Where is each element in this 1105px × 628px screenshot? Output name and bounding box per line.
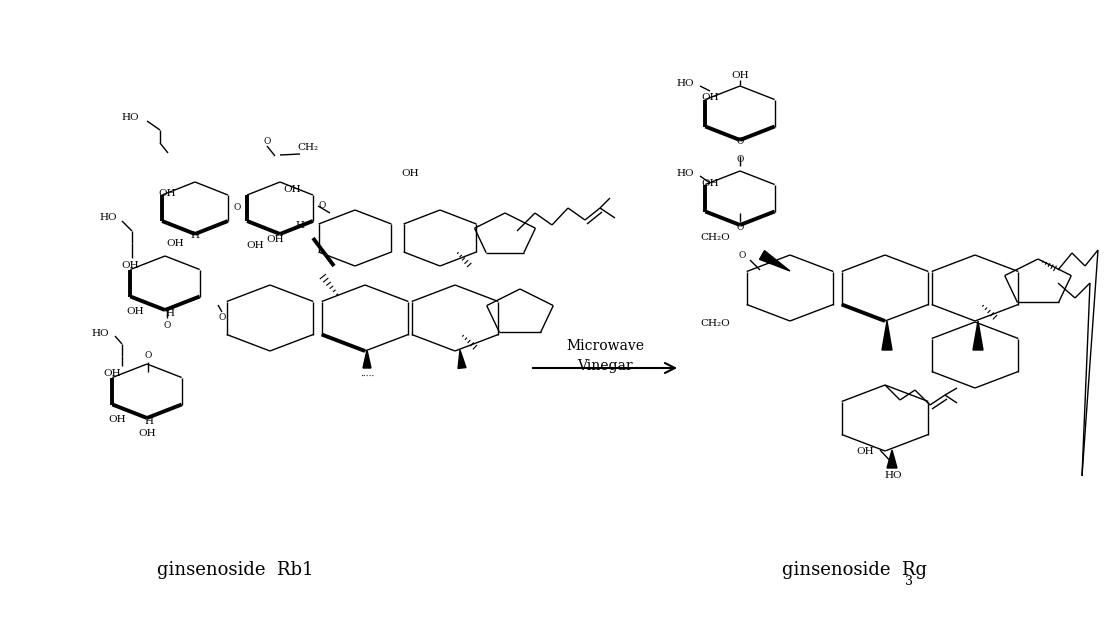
Text: OH: OH (266, 236, 284, 244)
Text: OH: OH (401, 168, 419, 178)
Text: Vinegar: Vinegar (577, 359, 633, 373)
Polygon shape (882, 321, 892, 350)
Text: O: O (738, 251, 746, 259)
Text: O: O (145, 352, 151, 360)
Text: OH: OH (138, 428, 156, 438)
Text: H: H (190, 232, 200, 241)
Text: OH: OH (166, 239, 183, 247)
Text: OH: OH (122, 261, 139, 269)
Text: ginsenoside  Rb1: ginsenoside Rb1 (157, 561, 313, 579)
Polygon shape (364, 350, 371, 368)
Text: H: H (145, 416, 154, 426)
Text: OH: OH (702, 178, 719, 188)
Polygon shape (974, 321, 983, 350)
Text: H: H (295, 222, 305, 230)
Polygon shape (887, 450, 897, 468)
Text: OH: OH (126, 306, 144, 315)
Text: OH: OH (283, 185, 301, 195)
Text: O: O (164, 320, 170, 330)
Text: OH: OH (702, 94, 719, 102)
Polygon shape (459, 350, 466, 369)
Text: ·····: ····· (360, 372, 375, 381)
Text: ginsenoside  Rg: ginsenoside Rg (782, 561, 927, 579)
Text: OH: OH (103, 369, 120, 377)
Text: Microwave: Microwave (566, 339, 644, 353)
Text: OH: OH (246, 242, 264, 251)
Text: O: O (736, 156, 744, 165)
Polygon shape (759, 251, 790, 271)
Text: CH₂O: CH₂O (701, 318, 730, 327)
Text: 3: 3 (905, 575, 913, 588)
Text: OH: OH (158, 188, 176, 197)
Text: O: O (219, 313, 225, 323)
Text: O: O (233, 203, 241, 212)
Text: OH: OH (732, 72, 749, 80)
Text: OH: OH (856, 447, 874, 455)
Text: O: O (736, 136, 744, 146)
Text: CH₂O: CH₂O (701, 234, 730, 242)
Text: O: O (263, 136, 271, 146)
Text: OH: OH (108, 414, 126, 423)
Text: HO: HO (99, 214, 117, 222)
Text: HO: HO (676, 78, 694, 87)
Text: CH₂: CH₂ (297, 144, 318, 153)
Text: HO: HO (122, 114, 139, 122)
Text: H: H (166, 308, 175, 318)
Text: O: O (318, 202, 326, 210)
Text: O: O (736, 224, 744, 232)
Text: HO: HO (676, 168, 694, 178)
Text: HO: HO (884, 470, 902, 480)
Text: HO: HO (92, 328, 108, 337)
